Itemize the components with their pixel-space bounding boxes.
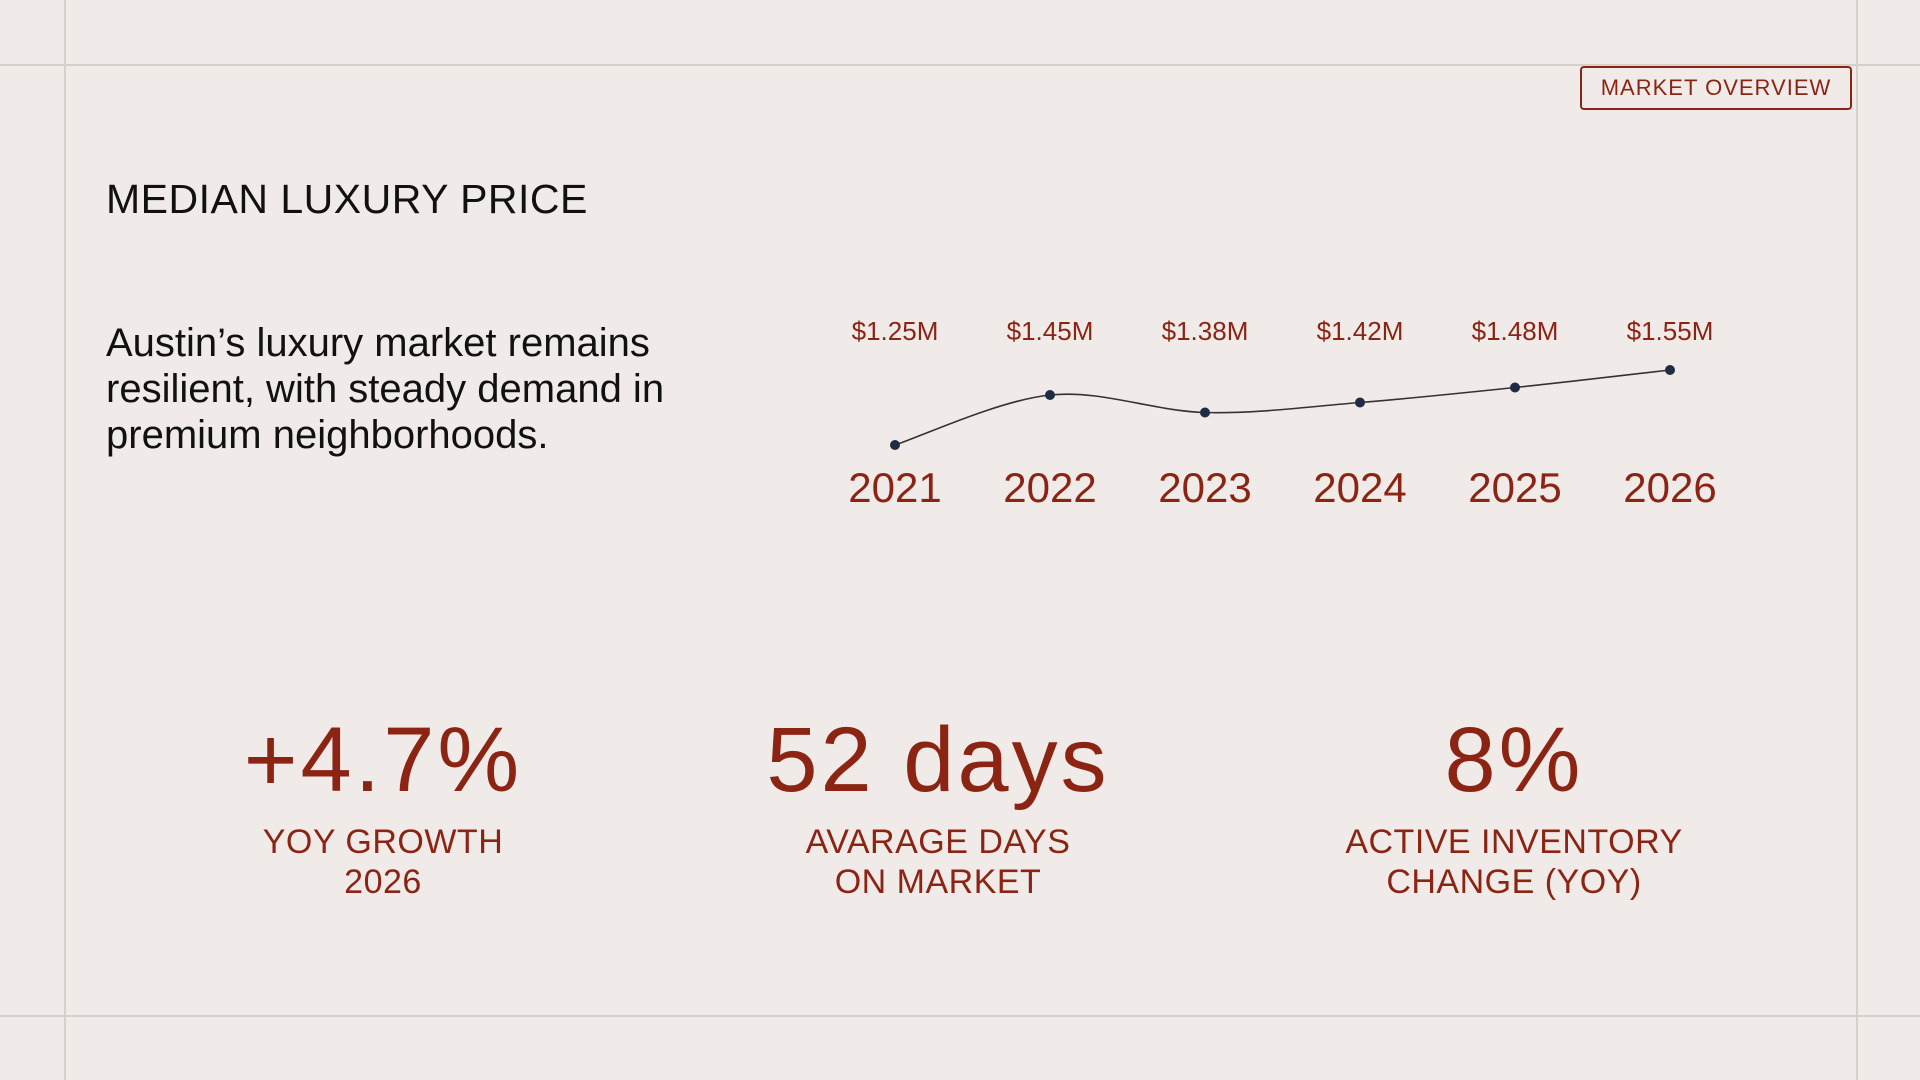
x-tick-label: 2021 — [848, 464, 941, 511]
x-tick-label: 2025 — [1468, 464, 1561, 511]
kpi-label: YOY GROWTH 2026 — [103, 822, 663, 902]
kpi-label: AVARAGE DAYS ON MARKET — [658, 822, 1218, 902]
x-tick-label: 2022 — [1003, 464, 1096, 511]
x-tick-label: 2026 — [1623, 464, 1716, 511]
data-label: $1.25M — [852, 316, 939, 346]
price-series-line — [894, 369, 1671, 446]
data-point — [890, 440, 900, 450]
kpi-label-line: YOY GROWTH — [262, 823, 504, 861]
kpi-label-line: CHANGE (YOY) — [1386, 863, 1642, 901]
x-tick-label: 2024 — [1313, 464, 1406, 511]
data-label: $1.55M — [1627, 316, 1714, 346]
market-overview-tag: MARKET OVERVIEW — [1580, 66, 1852, 110]
data-point — [1665, 365, 1675, 375]
x-tick-label: 2023 — [1158, 464, 1251, 511]
data-point — [1045, 390, 1055, 400]
guide-line-left — [64, 0, 66, 1080]
median-price-line-chart: $1.25M 2021 $1.45M 2022 $1.38M 2023 $1.42M 2024… — [848, 316, 1716, 511]
kpi-inventory-change: 8% ACTIVE INVENTORY CHANGE (YOY) — [1234, 700, 1794, 902]
data-label: $1.38M — [1162, 316, 1249, 346]
data-point — [1355, 397, 1365, 408]
kpi-label-line: 2026 — [344, 863, 422, 901]
data-label: $1.45M — [1007, 316, 1094, 346]
section-description: Austin’s luxury market remains resilient… — [106, 321, 665, 457]
data-point — [1510, 382, 1520, 393]
kpi-label: ACTIVE INVENTORY CHANGE (YOY) — [1234, 822, 1794, 902]
kpi-value: 8% — [1444, 709, 1584, 811]
data-label: $1.48M — [1472, 316, 1559, 346]
section-title: MEDIAN LUXURY PRICE — [106, 176, 588, 222]
kpi-label-line: ACTIVE INVENTORY — [1345, 823, 1683, 861]
kpi-days-on-market: 52 days AVARAGE DAYS ON MARKET — [658, 700, 1218, 902]
data-point — [1200, 407, 1210, 418]
kpi-label-line: ON MARKET — [834, 863, 1042, 901]
guide-line-bottom — [0, 1015, 1920, 1017]
kpi-label-line: AVARAGE DAYS — [805, 823, 1071, 861]
kpi-value: 52 days — [766, 709, 1110, 811]
kpi-value: +4.7% — [243, 709, 523, 811]
guide-line-right — [1856, 0, 1858, 1080]
kpi-yoy-growth: +4.7% YOY GROWTH 2026 — [103, 700, 663, 902]
guide-line-top — [0, 64, 1920, 66]
data-label: $1.42M — [1317, 316, 1404, 346]
